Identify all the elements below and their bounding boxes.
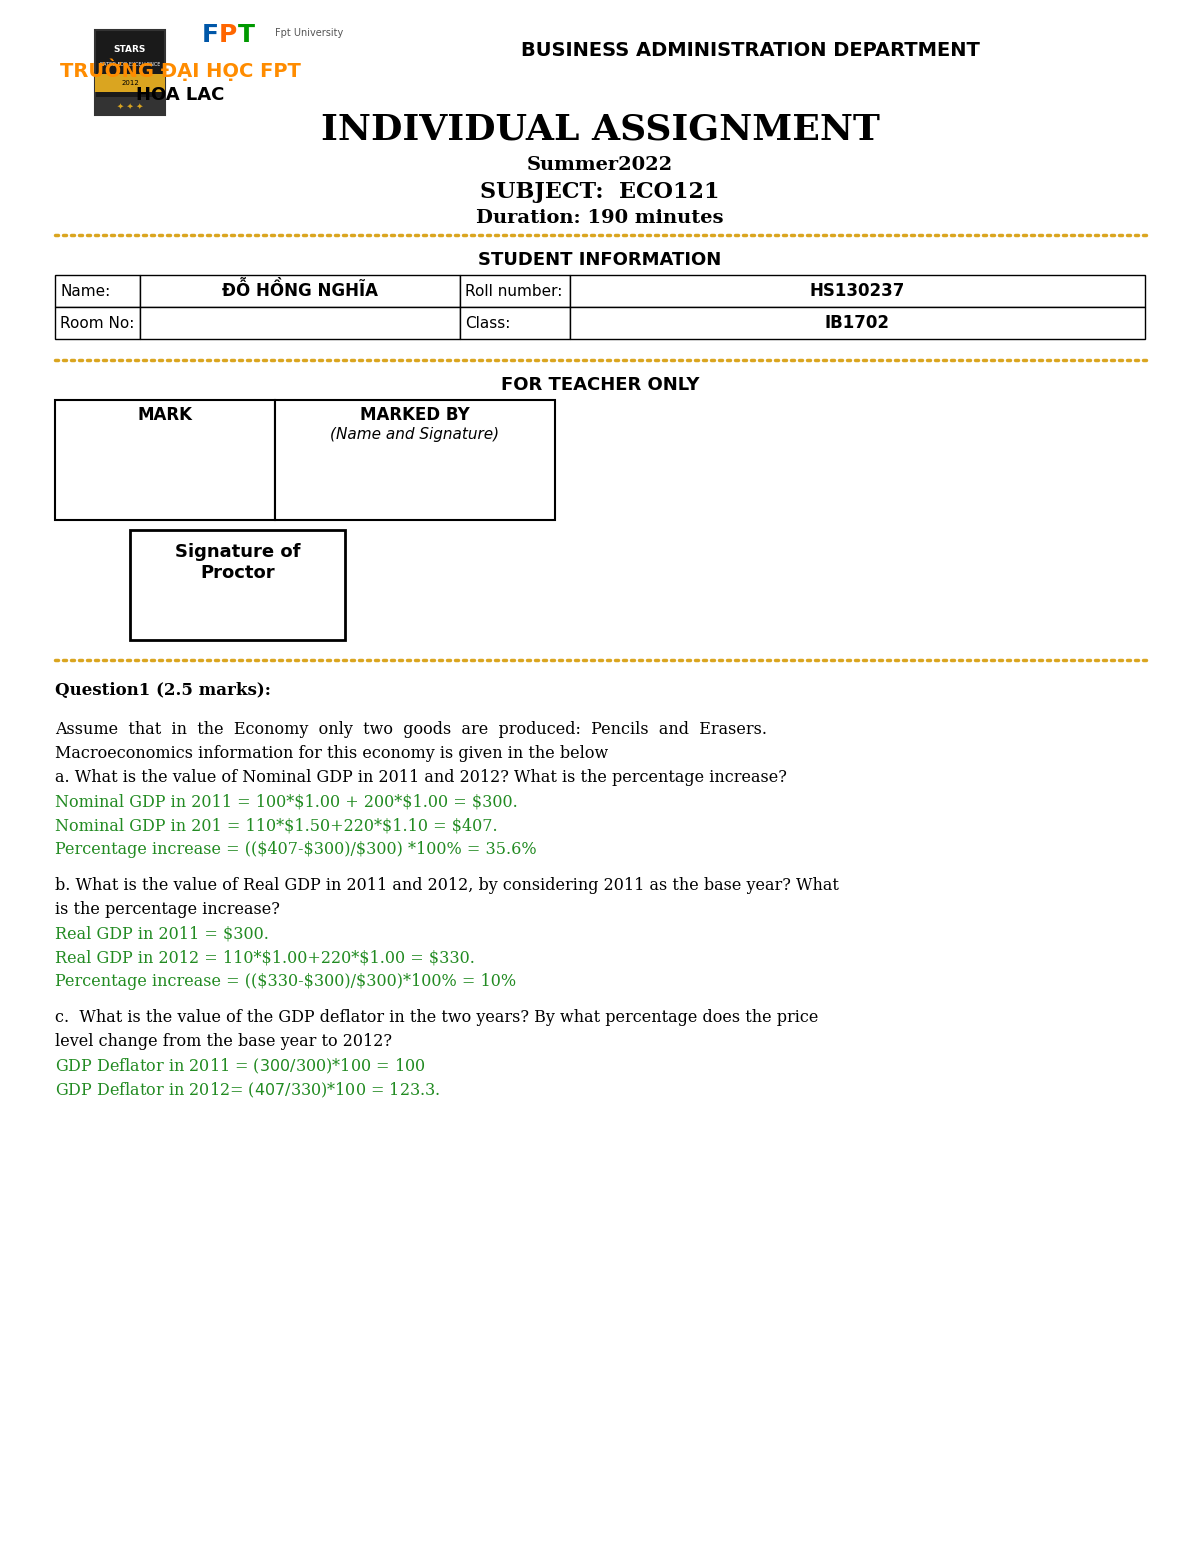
Text: Question1 (2.5 marks):: Question1 (2.5 marks): bbox=[55, 682, 271, 699]
Text: Fpt University: Fpt University bbox=[275, 28, 343, 37]
Bar bbox=[55, 401, 275, 520]
Text: (Name and Signature): (Name and Signature) bbox=[330, 427, 499, 443]
FancyBboxPatch shape bbox=[95, 96, 166, 115]
Bar bbox=[275, 401, 554, 520]
Text: 2012: 2012 bbox=[121, 81, 139, 85]
Text: FOR TEACHER ONLY: FOR TEACHER ONLY bbox=[500, 376, 700, 394]
Text: P: P bbox=[218, 23, 238, 47]
Bar bbox=[460, 307, 570, 339]
Text: MARK: MARK bbox=[138, 405, 192, 424]
Text: F: F bbox=[202, 23, 218, 47]
Text: GDP Deflator in 2011 = ($300/$300)*100 = 100: GDP Deflator in 2011 = ($300/$300)*100 =… bbox=[55, 1056, 426, 1076]
Text: HS130237: HS130237 bbox=[810, 283, 905, 300]
Text: STUDENT INFORMATION: STUDENT INFORMATION bbox=[479, 252, 721, 269]
FancyBboxPatch shape bbox=[95, 30, 166, 115]
Text: Macroeconomics information for this economy is given in the below: Macroeconomics information for this econ… bbox=[55, 745, 608, 763]
Bar bbox=[130, 530, 346, 640]
Text: Nominal GDP in 2011 = 100*$1.00 + 200*$1.00 = $300.: Nominal GDP in 2011 = 100*$1.00 + 200*$1… bbox=[55, 794, 517, 811]
FancyBboxPatch shape bbox=[95, 75, 166, 92]
Text: Percentage increase = (($330-$300)/$300)*100% = 10%: Percentage increase = (($330-$300)/$300)… bbox=[55, 974, 516, 991]
Text: Nominal GDP in 201 = 110*$1.50+220*$1.10 = $407.: Nominal GDP in 201 = 110*$1.50+220*$1.10… bbox=[55, 817, 498, 834]
Text: HOA LAC: HOA LAC bbox=[136, 85, 224, 104]
Text: GDP Deflator in 2012= ($407/$330)*100 = 123.3.: GDP Deflator in 2012= ($407/$330)*100 = … bbox=[55, 1081, 440, 1100]
Bar bbox=[460, 275, 570, 307]
Text: BUSINESS ADMINISTRATION DEPARTMENT: BUSINESS ADMINISTRATION DEPARTMENT bbox=[521, 40, 979, 59]
Text: Signature of: Signature of bbox=[175, 544, 300, 561]
Text: Real GDP in 2011 = $300.: Real GDP in 2011 = $300. bbox=[55, 926, 269, 943]
Text: Name:: Name: bbox=[60, 284, 110, 298]
Text: ✦ ✦ ✦: ✦ ✦ ✦ bbox=[116, 101, 143, 110]
Text: SUBJECT:  ECO121: SUBJECT: ECO121 bbox=[480, 182, 720, 203]
Bar bbox=[55, 275, 140, 307]
Text: c.  What is the value of the GDP deflator in the two years? By what percentage d: c. What is the value of the GDP deflator… bbox=[55, 1009, 818, 1027]
Text: Duration: 190 minutes: Duration: 190 minutes bbox=[476, 210, 724, 227]
Text: IB1702: IB1702 bbox=[826, 314, 890, 332]
Text: level change from the base year to 2012?: level change from the base year to 2012? bbox=[55, 1033, 392, 1050]
Text: Class:: Class: bbox=[466, 315, 510, 331]
Text: Room No:: Room No: bbox=[60, 315, 134, 331]
Text: Roll number:: Roll number: bbox=[466, 284, 563, 298]
Text: b. What is the value of Real GDP in 2011 and 2012, by considering 2011 as the ba: b. What is the value of Real GDP in 2011… bbox=[55, 877, 839, 895]
Bar bbox=[570, 275, 1145, 307]
Text: Real GDP in 2012 = 110*$1.00+220*$1.00 = $330.: Real GDP in 2012 = 110*$1.00+220*$1.00 =… bbox=[55, 949, 475, 966]
Text: Assume  that  in  the  Economy  only  two  goods  are  produced:  Pencils  and  : Assume that in the Economy only two good… bbox=[55, 722, 767, 739]
Text: a. What is the value of Nominal GDP in 2011 and 2012? What is the percentage inc: a. What is the value of Nominal GDP in 2… bbox=[55, 769, 787, 786]
Text: T: T bbox=[238, 23, 254, 47]
Text: RATED FOR EXCELLENCE: RATED FOR EXCELLENCE bbox=[100, 62, 160, 67]
Text: INDIVIDUAL ASSIGNMENT: INDIVIDUAL ASSIGNMENT bbox=[320, 113, 880, 148]
Bar bbox=[140, 275, 460, 307]
Text: MARKED BY: MARKED BY bbox=[360, 405, 470, 424]
Text: ĐỖ HỒNG NGHĨA: ĐỖ HỒNG NGHĨA bbox=[222, 281, 378, 300]
Text: TRƯỜNG ĐẠI HỌC FPT: TRƯỜNG ĐẠI HỌC FPT bbox=[60, 59, 300, 81]
Text: Summer2022: Summer2022 bbox=[527, 155, 673, 174]
Text: is the percentage increase?: is the percentage increase? bbox=[55, 901, 280, 918]
Bar bbox=[570, 307, 1145, 339]
Bar bbox=[55, 307, 140, 339]
Text: STARS: STARS bbox=[114, 45, 146, 54]
Text: Proctor: Proctor bbox=[200, 564, 275, 582]
Bar bbox=[140, 307, 460, 339]
Text: Percentage increase = (($407-$300)/$300) *100% = 35.6%: Percentage increase = (($407-$300)/$300)… bbox=[55, 842, 536, 859]
